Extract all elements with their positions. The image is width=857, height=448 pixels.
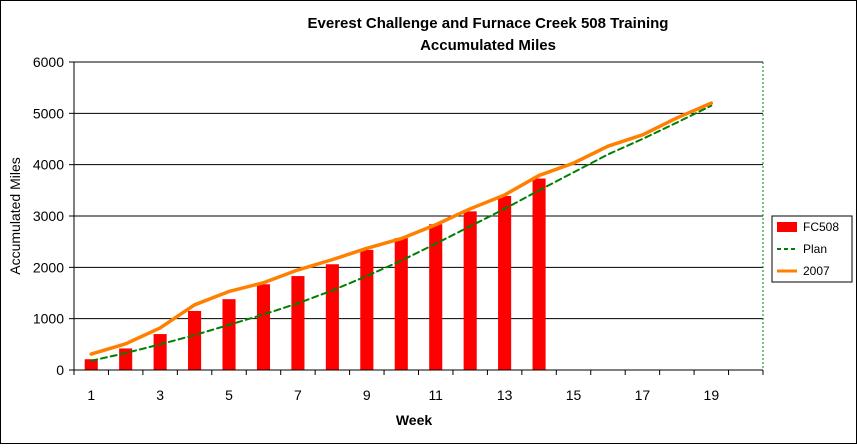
y-tick-labels: 0 1000 2000 3000 4000 5000 6000 xyxy=(33,54,64,378)
legend-label-fc508: FC508 xyxy=(803,220,839,234)
x-tick-label: 15 xyxy=(566,387,582,403)
y-tick-label: 4000 xyxy=(33,157,64,173)
bar xyxy=(429,224,443,370)
bar xyxy=(188,310,202,370)
y-tick-label: 0 xyxy=(56,362,64,378)
bar xyxy=(532,178,546,370)
bar xyxy=(360,249,374,370)
y-tick-label: 5000 xyxy=(33,105,64,121)
y-tick-label: 2000 xyxy=(33,259,64,275)
x-tick-label: 5 xyxy=(225,387,233,403)
x-tick-label: 3 xyxy=(156,387,164,403)
x-tick-label: 11 xyxy=(428,387,443,403)
bar xyxy=(498,195,512,370)
legend-label-2007: 2007 xyxy=(803,264,830,278)
x-axis-title: Week xyxy=(396,412,433,428)
legend: FC508 Plan 2007 xyxy=(771,215,853,283)
line-plan xyxy=(90,104,713,362)
bar xyxy=(84,359,98,370)
chart-title-line1: Everest Challenge and Furnace Creek 508 … xyxy=(308,15,669,32)
line-2007 xyxy=(89,101,714,356)
bar xyxy=(394,238,408,370)
x-tick-label: 1 xyxy=(87,387,95,403)
y-axis-title: Accumulated Miles xyxy=(7,157,23,275)
x-tick-labels: 1 3 5 7 9 11 13 15 17 19 xyxy=(87,387,719,403)
bar xyxy=(222,299,236,370)
y-tick-label: 1000 xyxy=(33,311,64,327)
bar xyxy=(325,264,339,370)
x-tick-label: 13 xyxy=(497,387,513,403)
legend-label-plan: Plan xyxy=(803,242,827,256)
y-tick-label: 6000 xyxy=(33,54,64,70)
bar xyxy=(463,211,477,370)
y-tick-label: 3000 xyxy=(33,208,64,224)
bar xyxy=(153,334,167,370)
x-tick-label: 19 xyxy=(704,387,720,403)
x-tick-label: 9 xyxy=(363,387,371,403)
chart-title-line2: Accumulated Miles xyxy=(420,37,556,54)
line-series xyxy=(89,101,714,362)
bar xyxy=(256,284,271,370)
x-tick-label: 17 xyxy=(635,387,651,403)
legend-swatch-fc508 xyxy=(777,222,797,232)
axes xyxy=(69,61,764,375)
x-tick-label: 7 xyxy=(294,387,302,403)
bar xyxy=(291,276,305,370)
